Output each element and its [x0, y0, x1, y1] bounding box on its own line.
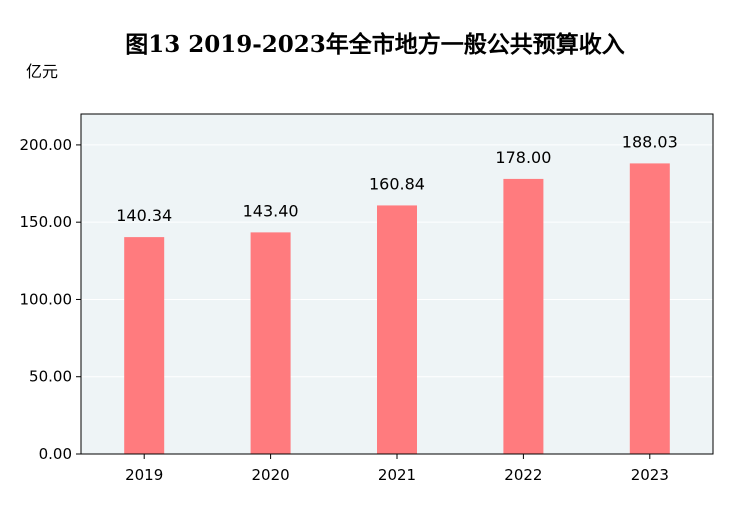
bar-2020	[250, 232, 291, 454]
y-axis-unit-label: 亿元	[26, 62, 58, 81]
data-label-2019: 140.34	[116, 206, 172, 225]
y-tick-label: 150.00	[20, 213, 73, 231]
data-label-2021: 160.84	[369, 174, 425, 193]
x-axis-ticks: 2019 2020 2021 2022 2023	[125, 454, 669, 484]
y-tick-label: 200.00	[20, 136, 73, 154]
bar-2019	[124, 237, 165, 454]
x-tick-label-2023: 2023	[631, 466, 669, 484]
data-label-2023: 188.03	[622, 132, 678, 151]
y-tick-label: 50.00	[29, 368, 72, 386]
bar-2021	[377, 205, 417, 454]
bars	[124, 163, 670, 454]
x-tick-label-2019: 2019	[125, 466, 163, 484]
chart-title: 图13 2019-2023年全市地方一般公共预算收入	[125, 31, 625, 58]
x-tick-label-2020: 2020	[252, 466, 290, 484]
data-label-2020: 143.40	[243, 201, 299, 220]
x-tick-label-2021: 2021	[378, 466, 416, 484]
bar-2023	[629, 163, 670, 454]
data-label-2022: 178.00	[495, 148, 551, 167]
plot-frame	[80, 113, 714, 455]
y-tick-label: 100.00	[20, 290, 73, 308]
bar-2022	[503, 178, 544, 454]
y-axis-ticks: 0.00 50.00 100.00 150.00 200.00	[20, 136, 81, 463]
y-tick-label: 0.00	[39, 445, 72, 463]
data-labels: 140.34 143.40 160.84 178.00 188.03	[116, 132, 678, 225]
x-tick-label-2022: 2022	[504, 466, 542, 484]
